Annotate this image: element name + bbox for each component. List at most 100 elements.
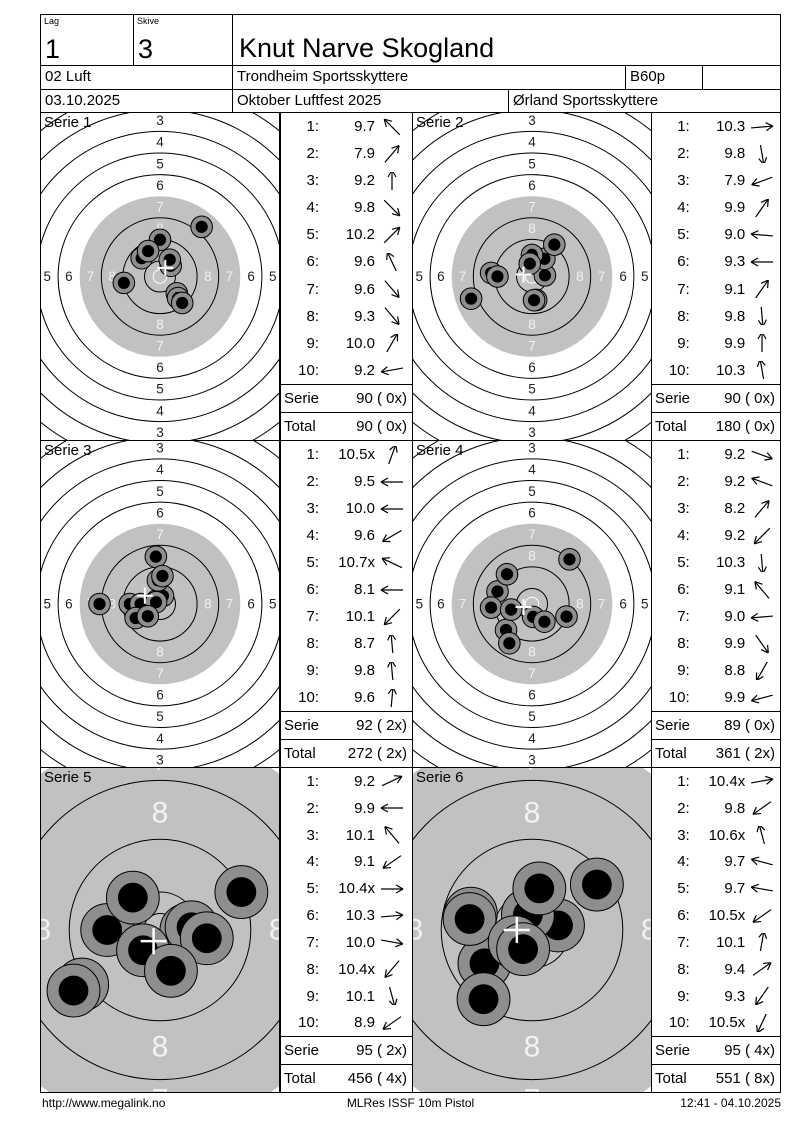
shot-number: 7: [306, 608, 319, 625]
direction-arrow-icon [384, 960, 400, 979]
direction-arrow-icon [756, 361, 766, 380]
shot-row: 10: 8.9 [281, 1009, 412, 1036]
ring-number-label: 7 [156, 339, 164, 354]
discipline-cell: 02 Luft [40, 65, 233, 90]
lag-cell: Lag 1 [40, 14, 134, 66]
shot-number: 8: [306, 307, 319, 325]
shot-direction [375, 960, 409, 979]
shot-direction [745, 933, 779, 952]
direction-arrow-icon [758, 933, 768, 952]
shot-number: 9: [306, 987, 319, 1005]
shot-value: 10.1 [716, 933, 746, 951]
direction-arrow-icon [385, 334, 399, 353]
ring-number-label: 7 [528, 666, 536, 681]
ring-circle [41, 480, 279, 728]
shot-number: 7: [306, 280, 319, 298]
serie-sum-row-label: Serie [284, 1042, 320, 1060]
shot-number: 10: [298, 689, 319, 706]
shot-hole [58, 975, 89, 1006]
direction-arrow-icon [756, 1013, 768, 1032]
shot-value: 9.6 [354, 689, 375, 706]
shot-direction [745, 634, 779, 653]
shot-number: 5: [306, 226, 319, 244]
shot-row: 6: 10.5x [652, 902, 780, 929]
shot-hole [176, 296, 189, 310]
shot-number: 2: [677, 145, 690, 163]
shot-value: 9.5 [354, 473, 375, 490]
ring-number-label: 5 [156, 709, 164, 724]
ring-circle [413, 130, 651, 423]
ring-number-label: 6 [528, 505, 536, 520]
shot-number: 10: [668, 689, 690, 706]
ring-number-label: 5 [528, 382, 536, 397]
shot-row: 8: 9.3 [281, 303, 412, 330]
direction-arrow-icon [387, 634, 397, 653]
shot-row: 10: 9.2 [281, 357, 412, 384]
arena-cell: Ørland Sportsskyttere [508, 89, 781, 113]
shot-value: 9.2 [724, 446, 746, 463]
shot-number: 4: [677, 199, 690, 217]
shot-hole [156, 569, 169, 583]
direction-arrow-icon [751, 694, 773, 703]
shot-hole [508, 934, 538, 965]
shot-row: 8: 9.8 [652, 303, 780, 330]
ring-number-label: 6 [156, 178, 164, 193]
shot-value: 9.9 [724, 199, 746, 217]
ring-number-label: 8 [641, 914, 651, 947]
ring-number-label: 5 [269, 597, 277, 612]
ring-number-label: 6 [528, 178, 536, 193]
target-graphic: 88778877 [41, 768, 279, 1092]
lag-caption: Lag [44, 16, 60, 26]
ring-number-label: 8 [524, 796, 541, 829]
shot-row: 9: 10.0 [281, 330, 412, 357]
ring-number-label: 7 [459, 269, 467, 284]
total-row: Total 456 ( 4x) [281, 1064, 412, 1092]
shot-hole [505, 603, 518, 616]
shot-hole [454, 904, 485, 934]
ring-number-label: 8 [152, 796, 169, 829]
ring-number-label: 7 [598, 269, 606, 284]
shot-number: 3: [306, 500, 319, 517]
shot-hole [93, 597, 106, 611]
ring-number-label: 8 [528, 549, 536, 564]
ring-number-label: 3 [528, 441, 536, 456]
shot-value: 10.0 [345, 334, 375, 352]
direction-arrow-icon [752, 801, 772, 816]
ring-circle [41, 779, 279, 1081]
shot-value: 9.8 [724, 145, 746, 163]
total-row: Total 551 ( 8x) [652, 1064, 780, 1092]
shot-row: 3: 10.1 [281, 822, 412, 849]
series-title: Serie 4 [416, 442, 464, 459]
series-title: Serie 5 [44, 769, 92, 786]
skive-cell: Skive 3 [133, 14, 233, 66]
direction-arrow-icon [386, 252, 398, 271]
shot-direction [375, 853, 409, 871]
series-block: Serie 5 88778877 1:9.22:9.93:10.14:9.15:… [40, 767, 413, 1093]
shot-hole [491, 270, 504, 283]
footer-timestamp: 12:41 - 04.10.2025 [680, 1096, 781, 1110]
shot-number: 9: [677, 987, 690, 1005]
serie-sum-row-label: Serie [655, 717, 691, 734]
shot-direction [745, 661, 779, 680]
ring-number-label: 8 [204, 269, 212, 284]
direction-arrow-icon [754, 499, 770, 518]
shot-number: 9: [677, 662, 690, 679]
ring-number-label: 8 [152, 1031, 169, 1064]
ring-number-label: 3 [528, 425, 536, 440]
shot-number: 5: [677, 554, 690, 571]
shot-value: 7.9 [724, 172, 746, 190]
shot-row: 6: 9.6 [281, 248, 412, 275]
direction-arrow-icon [751, 176, 773, 187]
shot-direction [375, 634, 409, 653]
shot-hole [538, 615, 551, 628]
ring-number-label: 6 [437, 269, 445, 284]
shot-number: 9: [306, 334, 319, 352]
shot-value: 9.2 [354, 772, 375, 790]
direction-arrow-icon [380, 366, 403, 376]
shot-number: 7: [306, 933, 319, 951]
ring-circle [413, 779, 651, 1081]
shot-value: 9.8 [354, 662, 375, 679]
serie-sum-row: Serie 90 ( 0x) [652, 383, 780, 412]
shot-number: 5: [306, 554, 319, 571]
shot-row: 1: 10.4x [652, 768, 780, 795]
